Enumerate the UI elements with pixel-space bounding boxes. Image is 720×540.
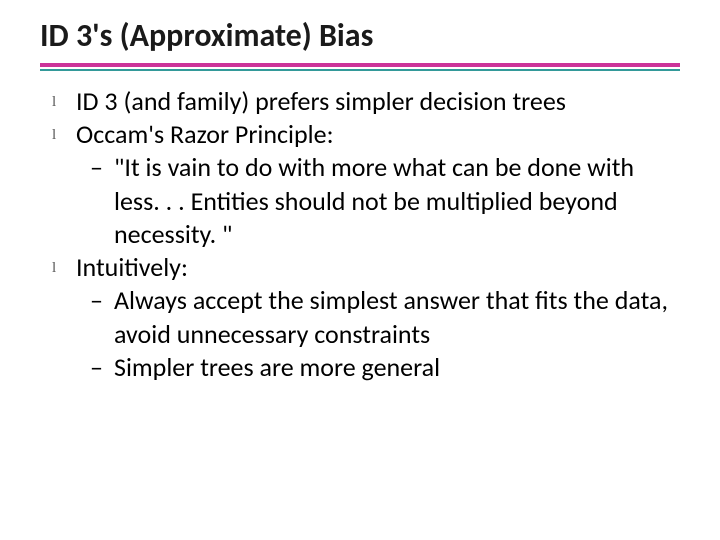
bullet-text: Simpler trees are more general bbox=[114, 351, 440, 383]
bullet-text: "It is vain to do with more what can be … bbox=[114, 151, 634, 250]
list-item: Always accept the simplest answer that f… bbox=[90, 284, 680, 351]
sub-bullet-list: Always accept the simplest answer that f… bbox=[76, 284, 680, 384]
list-item: Intuitively: Always accept the simplest … bbox=[50, 251, 680, 384]
divider-teal bbox=[40, 69, 680, 71]
bullet-list: ID 3 (and family) prefers simpler decisi… bbox=[40, 85, 680, 384]
bullet-text: ID 3 (and family) prefers simpler decisi… bbox=[76, 85, 566, 117]
list-item: "It is vain to do with more what can be … bbox=[90, 151, 680, 251]
sub-bullet-list: "It is vain to do with more what can be … bbox=[76, 151, 680, 251]
bullet-text: Intuitively: bbox=[76, 251, 188, 283]
divider-pink bbox=[40, 63, 680, 67]
bullet-text: Always accept the simplest answer that f… bbox=[114, 284, 668, 349]
list-item: ID 3 (and family) prefers simpler decisi… bbox=[50, 85, 680, 118]
list-item: Occam's Razor Principle: "It is vain to … bbox=[50, 118, 680, 251]
page-title: ID 3's (Approximate) Bias bbox=[40, 18, 680, 55]
slide: ID 3's (Approximate) Bias ID 3 (and fami… bbox=[0, 0, 720, 540]
bullet-text: Occam's Razor Principle: bbox=[76, 118, 334, 150]
list-item: Simpler trees are more general bbox=[90, 351, 680, 384]
slide-body: ID 3 (and family) prefers simpler decisi… bbox=[40, 85, 680, 384]
